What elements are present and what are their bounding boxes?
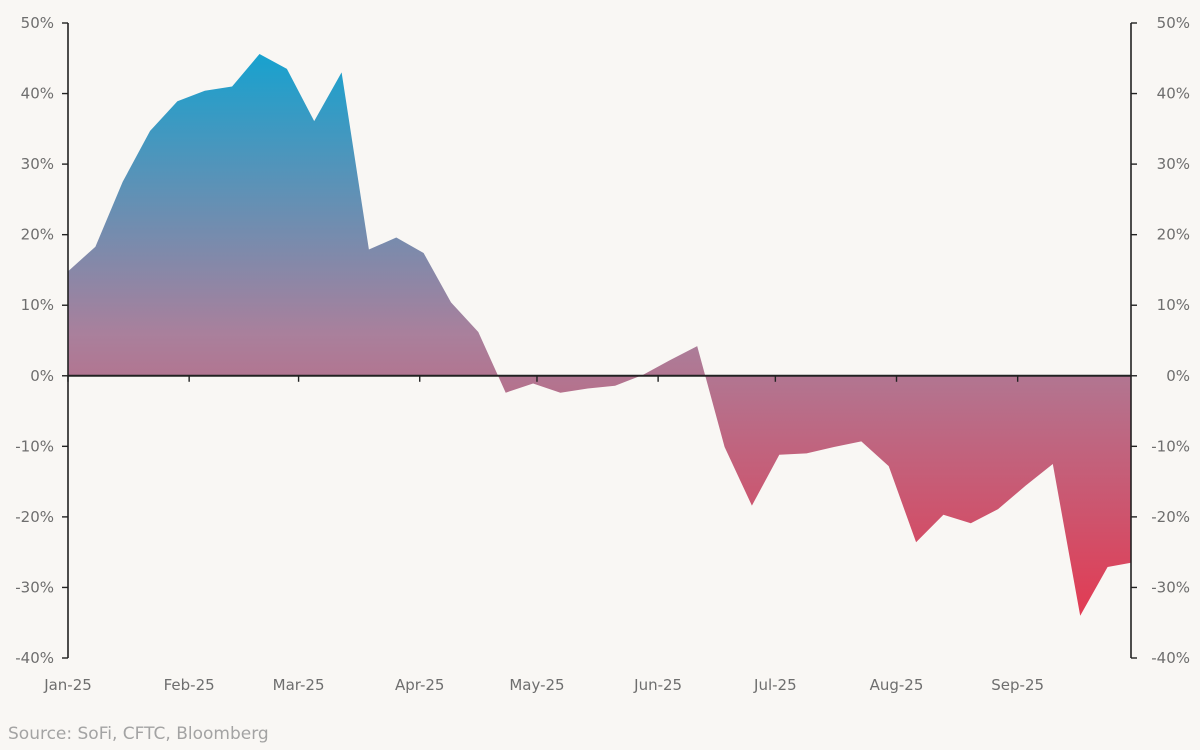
x-tick-label: Jul-25	[753, 676, 797, 694]
x-tick-label: Sep-25	[991, 676, 1044, 694]
x-tick-label: May-25	[509, 676, 564, 694]
y-tick-label-left: 40%	[21, 85, 54, 103]
y-tick-label-left: -20%	[15, 508, 54, 526]
x-tick-label: Feb-25	[164, 676, 215, 694]
y-tick-label-right: 10%	[1157, 296, 1190, 314]
x-tick-label: Jun-25	[633, 676, 682, 694]
y-tick-label-left: 50%	[21, 14, 54, 32]
y-tick-label-left: -10%	[15, 437, 54, 455]
y-tick-label-right: -20%	[1151, 508, 1190, 526]
area-chart: 50% 50% 40% 40% 30% 30% 20% 20% 10% 10% 0% 0% -10% -1…	[15, 14, 1190, 694]
series-area	[68, 54, 1131, 616]
y-tick-label-right: 30%	[1157, 155, 1190, 173]
x-tick-label: Aug-25	[870, 676, 924, 694]
y-tick-label-right: 0%	[1166, 367, 1190, 385]
y-tick-label-right: 40%	[1157, 85, 1190, 103]
y-tick-label-right: 50%	[1157, 14, 1190, 32]
y-tick-label-left: 10%	[21, 296, 54, 314]
y-tick-label-left: -30%	[15, 578, 54, 596]
y-tick-label-right: -40%	[1151, 649, 1190, 667]
x-tick-label: Jan-25	[43, 676, 92, 694]
y-tick-label-left: 0%	[30, 367, 54, 385]
y-tick-label-left: 20%	[21, 226, 54, 244]
source-note: Source: SoFi, CFTC, Bloomberg	[8, 724, 269, 744]
y-tick-label-left: 30%	[21, 155, 54, 173]
y-tick-label-right: -10%	[1151, 437, 1190, 455]
x-tick-label: Apr-25	[395, 676, 445, 694]
y-tick-label-right: 20%	[1157, 226, 1190, 244]
y-tick-label-right: -30%	[1151, 578, 1190, 596]
y-tick-label-left: -40%	[15, 649, 54, 667]
x-tick-label: Mar-25	[273, 676, 325, 694]
